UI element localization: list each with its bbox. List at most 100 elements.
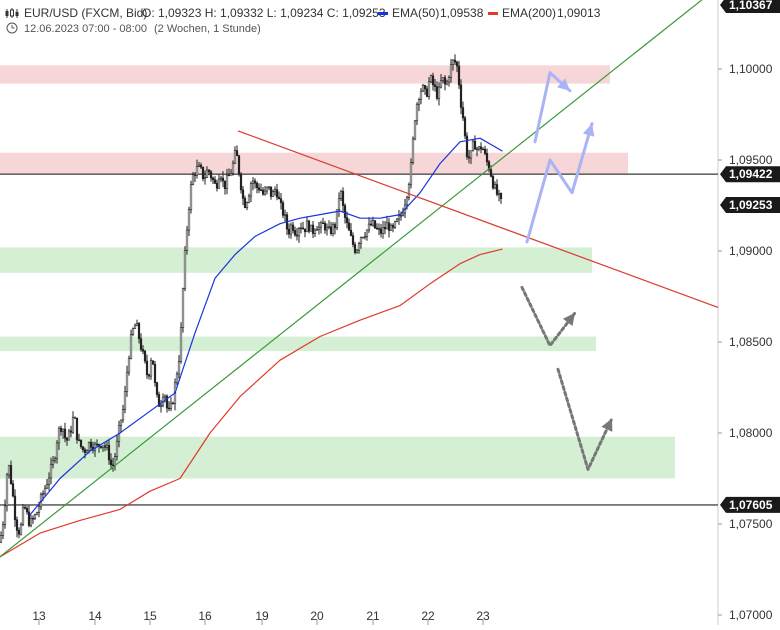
candle-body bbox=[21, 507, 25, 525]
candle-body bbox=[303, 228, 307, 233]
candle-body bbox=[237, 155, 241, 175]
price-tag-bg bbox=[720, 166, 780, 183]
y-tick-label: 1,10000 bbox=[729, 62, 773, 76]
candle-body bbox=[11, 483, 15, 497]
candle-body bbox=[321, 222, 325, 224]
price-tag-bg bbox=[720, 0, 780, 13]
candle-body bbox=[377, 228, 381, 230]
candle-body bbox=[261, 189, 265, 195]
candle-body bbox=[205, 169, 209, 178]
y-tick-label: 1,09500 bbox=[729, 153, 773, 167]
x-tick-label: 22 bbox=[421, 609, 435, 623]
candle-body bbox=[473, 140, 477, 150]
candle-body bbox=[391, 224, 395, 228]
candle-body bbox=[93, 443, 97, 451]
ohlc-values: O: 1,09323 H: 1,09332 L: 1,09234 C: 1,09… bbox=[142, 6, 386, 20]
candle-body bbox=[359, 236, 363, 245]
y-tick-label: 1,09000 bbox=[729, 244, 773, 258]
candle-body bbox=[407, 184, 411, 198]
candlestick-icon[interactable] bbox=[5, 8, 19, 18]
trendlines[interactable] bbox=[0, 0, 719, 558]
candle-body bbox=[493, 184, 497, 189]
candle-body bbox=[23, 507, 27, 509]
price-tag: 1,09422 bbox=[720, 166, 780, 183]
candle-body bbox=[163, 395, 167, 398]
candle-body bbox=[295, 234, 299, 237]
candle-body bbox=[33, 514, 37, 519]
candle-body bbox=[227, 174, 231, 177]
candle-body bbox=[367, 223, 371, 231]
candle-body bbox=[443, 77, 447, 85]
candle-body bbox=[471, 140, 475, 152]
trendline-down-1 bbox=[237, 130, 719, 308]
price-tags: 1,10367 1,09422 1,09253 1,07605 bbox=[720, 0, 780, 513]
candle-body bbox=[157, 394, 161, 407]
candle-body bbox=[497, 193, 501, 195]
resistance-zone-0 bbox=[0, 65, 610, 84]
candle-body bbox=[45, 484, 49, 489]
candle-body bbox=[175, 373, 179, 384]
candle-body bbox=[269, 186, 273, 197]
price-axis[interactable]: 1,07000 1,07500 1,08000 1,08500 1,09000 1,095… bbox=[718, 62, 773, 622]
candle-body bbox=[287, 228, 291, 235]
candle-body bbox=[103, 445, 107, 448]
candle-body bbox=[331, 224, 335, 234]
candle-body bbox=[305, 220, 309, 233]
candle-body bbox=[429, 75, 433, 83]
scenario-arrow-down-3 bbox=[556, 367, 614, 471]
candle-body bbox=[483, 148, 487, 154]
candle-body bbox=[437, 86, 441, 99]
candle-body bbox=[445, 81, 449, 85]
candle-body bbox=[475, 148, 479, 151]
candle-body bbox=[489, 169, 493, 177]
candle-body bbox=[309, 224, 313, 232]
candle-body bbox=[225, 174, 229, 189]
candle-body bbox=[259, 189, 263, 192]
candle-body bbox=[139, 338, 143, 350]
x-tick-label: 14 bbox=[88, 609, 102, 623]
candle-body bbox=[165, 395, 169, 409]
candle-body bbox=[7, 465, 11, 476]
candle-body bbox=[43, 487, 47, 495]
support-zone-4 bbox=[0, 436, 675, 479]
candle-body bbox=[159, 404, 163, 407]
scenario-arrows bbox=[520, 71, 614, 471]
candle-body bbox=[307, 220, 311, 232]
candle-body bbox=[123, 391, 127, 410]
candle-body bbox=[213, 179, 217, 184]
candle-body bbox=[461, 107, 465, 119]
time-axis[interactable]: 13 14 15 16 19 20 21 22 23 bbox=[32, 609, 490, 625]
ema50-legend-value: 1,09538 bbox=[440, 6, 484, 20]
price-tag: 1,10367 bbox=[720, 0, 780, 13]
candle-body bbox=[193, 174, 197, 176]
candle-body bbox=[263, 190, 267, 195]
candle-body bbox=[243, 198, 247, 209]
candle-body bbox=[267, 186, 271, 188]
candle-body bbox=[183, 250, 187, 290]
candle-body bbox=[231, 162, 235, 174]
candle-body bbox=[291, 224, 295, 231]
candle-body bbox=[119, 419, 123, 426]
candle-body bbox=[439, 80, 443, 88]
candle-body bbox=[383, 227, 387, 230]
candle-body bbox=[449, 64, 453, 78]
candle-body bbox=[129, 334, 133, 359]
candle-body bbox=[137, 323, 141, 339]
candle-body bbox=[283, 214, 287, 216]
support-zone-2 bbox=[0, 247, 592, 273]
candle-body bbox=[217, 178, 221, 189]
candle-body bbox=[299, 227, 303, 230]
candle-body bbox=[17, 530, 21, 535]
candle-body bbox=[469, 150, 473, 159]
candle-body bbox=[131, 328, 135, 335]
candle-body bbox=[277, 196, 281, 200]
y-tick-label: 1,08500 bbox=[729, 335, 773, 349]
candle-body bbox=[455, 61, 459, 67]
price-zones bbox=[0, 65, 675, 479]
y-tick-label: 1,07000 bbox=[729, 608, 773, 622]
candle-body bbox=[419, 90, 423, 100]
candle-body bbox=[365, 229, 369, 237]
candle-body bbox=[0, 535, 3, 543]
